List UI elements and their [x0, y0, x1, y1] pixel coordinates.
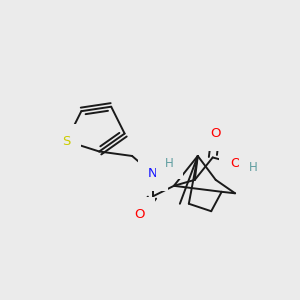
Text: H: H	[249, 161, 257, 174]
Text: O: O	[134, 208, 145, 221]
Text: S: S	[62, 134, 70, 148]
Text: O: O	[230, 157, 240, 170]
Text: H: H	[165, 157, 174, 170]
Text: N: N	[148, 167, 158, 180]
Text: O: O	[210, 127, 221, 140]
